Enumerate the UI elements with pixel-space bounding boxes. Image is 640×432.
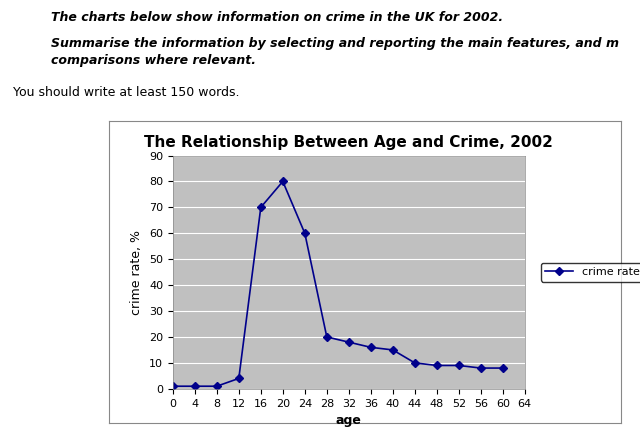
crime rate [213,384,221,389]
Line: crime rate: crime rate [170,179,506,389]
crime rate [499,365,507,371]
crime rate [389,347,397,353]
crime rate [235,376,243,381]
crime rate [411,360,419,365]
crime rate [367,345,374,350]
crime rate [279,179,287,184]
Text: Summarise the information by selecting and reporting the main features, and m: Summarise the information by selecting a… [51,37,620,50]
Text: The charts below show information on crime in the UK for 2002.: The charts below show information on cri… [51,11,503,24]
Text: You should write at least 150 words.: You should write at least 150 words. [13,86,239,99]
crime rate [433,363,441,368]
crime rate [345,340,353,345]
crime rate [301,231,308,236]
crime rate [191,384,198,389]
crime rate [169,384,177,389]
crime rate [477,365,484,371]
Legend: crime rate: crime rate [541,263,640,282]
Y-axis label: crime rate, %: crime rate, % [131,230,143,314]
crime rate [455,363,463,368]
crime rate [257,205,265,210]
Text: comparisons where relevant.: comparisons where relevant. [51,54,256,67]
Title: The Relationship Between Age and Crime, 2002: The Relationship Between Age and Crime, … [145,135,553,150]
X-axis label: age: age [336,414,362,427]
crime rate [323,334,331,340]
